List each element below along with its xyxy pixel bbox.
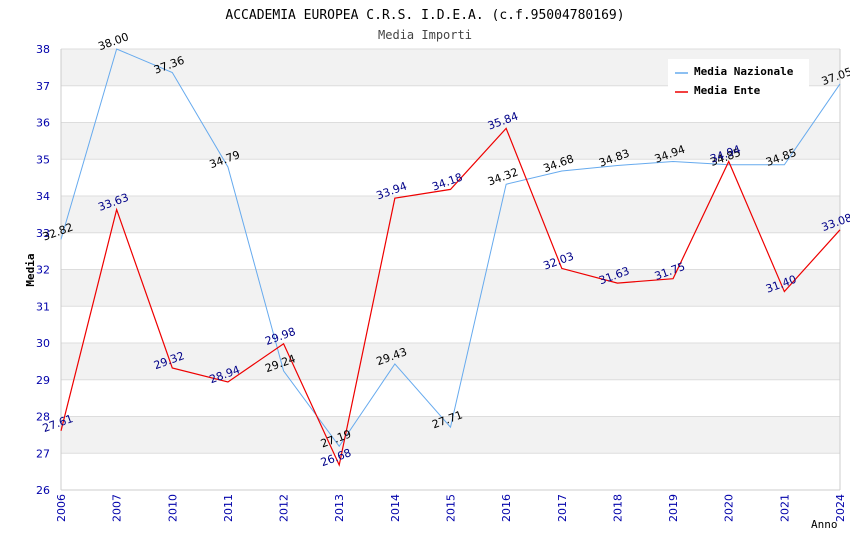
x-tick-label: 2007: [111, 494, 124, 522]
data-label: 32.82: [41, 221, 75, 244]
y-tick-label: 27: [36, 447, 50, 460]
series-line-ente: [60, 127, 841, 467]
x-tick-label: 2024: [834, 494, 847, 522]
series-line-nazionale: [60, 48, 841, 448]
x-tick-label: 2017: [556, 494, 569, 522]
grid-band: [61, 196, 840, 233]
x-tick-label: 2016: [500, 494, 513, 522]
y-tick-label: 30: [36, 337, 50, 350]
legend-box: [668, 59, 809, 109]
x-tick-label: 2018: [611, 494, 624, 522]
x-tick-label: 2015: [445, 494, 458, 522]
y-tick-label: 33: [36, 227, 50, 240]
y-tick-labels: 26 27 28 29 30 31 32 33 34 35 36 37 38: [36, 43, 50, 497]
y-tick-label: 31: [36, 300, 50, 313]
data-label: 34.32: [486, 165, 520, 188]
chart-subtitle: Media Importi: [378, 28, 472, 42]
x-axis-label: Anno: [811, 518, 838, 531]
y-tick-label: 36: [36, 117, 50, 130]
legend-label-ente: Media Ente: [694, 84, 761, 97]
x-tick-label: 2020: [723, 494, 736, 522]
legend: Media Nazionale Media Ente: [668, 59, 809, 109]
y-tick-label: 29: [36, 374, 50, 387]
grid-bands: [61, 49, 840, 454]
grid-band: [61, 416, 840, 454]
x-tick-label: 2011: [222, 494, 235, 522]
y-tick-label: 32: [36, 264, 50, 277]
series-lines: [60, 48, 841, 467]
x-tick-label: 2010: [166, 494, 179, 522]
x-tick-label: 2021: [778, 494, 791, 522]
x-tick-label: 2013: [333, 494, 346, 522]
chart-title: ACCADEMIA EUROPEA C.R.S. I.D.E.A. (c.f.9…: [225, 8, 624, 23]
grid-band: [61, 343, 840, 380]
x-tick-label: 2019: [667, 494, 680, 522]
x-tick-label: 2012: [278, 494, 291, 522]
x-tick-label: 2014: [389, 494, 402, 522]
grid-band: [61, 269, 840, 307]
y-axis-label: Media: [24, 253, 37, 286]
y-tick-label: 37: [36, 80, 50, 93]
x-tick-label: 2006: [55, 494, 68, 522]
grid-band: [61, 122, 840, 160]
legend-label-nazionale: Media Nazionale: [694, 65, 794, 78]
grid-lines: [61, 48, 840, 454]
y-tick-label: 35: [36, 153, 50, 166]
axes: [60, 49, 841, 491]
y-tick-label: 26: [36, 484, 50, 497]
y-tick-label: 34: [36, 190, 50, 203]
y-tick-label: 28: [36, 411, 50, 424]
x-tick-labels: 2006 2007 2010 2011 2012 2013 2014 2015 2016 2017…: [55, 494, 847, 522]
y-tick-label: 38: [36, 43, 50, 56]
